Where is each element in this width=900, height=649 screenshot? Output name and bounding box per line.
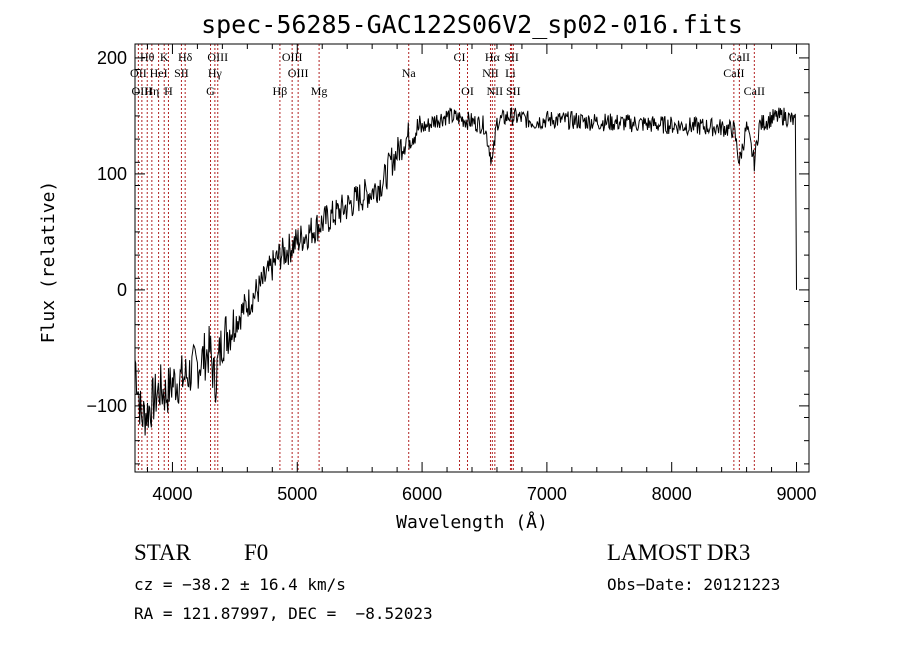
y-tick-label: 200 — [97, 48, 127, 68]
y-tick-label: −100 — [86, 396, 127, 416]
x-tick-label: 4000 — [152, 484, 192, 504]
spectral-line-label: OIII — [132, 84, 153, 98]
spectral-line-label: G — [206, 84, 215, 98]
spectral-line-label: OIII — [207, 50, 228, 64]
spectral-line-label: OIII — [282, 50, 303, 64]
spectral-line-label: Hθ — [140, 50, 155, 64]
flux-series-line — [134, 107, 797, 436]
plot-frame — [134, 43, 810, 473]
spectral-line-label: CaII — [723, 66, 744, 80]
x-tick-label: 6000 — [402, 484, 442, 504]
x-tick-label: 9000 — [776, 484, 816, 504]
axes: 4000 5000 6000 7000 8000 9000 −100 0 100 200 — [86, 43, 817, 504]
spectral-line-label: OII — [130, 66, 147, 80]
spectral-line-label: NII — [482, 66, 499, 80]
spectral-line-label: SII — [506, 84, 521, 98]
spectral-line-label: Hη — [144, 84, 159, 98]
redshift-velocity: cz = −38.2 ± 16.4 km/s — [134, 575, 346, 594]
spectral-line-label: Na — [402, 66, 417, 80]
spectral-line-label: H — [164, 84, 173, 98]
spectral-lines — [137, 44, 755, 472]
series-layer — [134, 107, 797, 436]
spectral-line-label: OIII — [288, 66, 309, 80]
object-class: STAR — [134, 540, 191, 565]
chart-title: spec-56285-GAC122S06V2_sp02-016.fits — [201, 10, 743, 39]
spectral-line-label: Hα — [485, 50, 501, 64]
spectral-line-label: SII — [504, 50, 519, 64]
spectral-line-label: Hβ — [273, 84, 288, 98]
spectral-line-label: SII — [174, 66, 189, 80]
spectral-line-label: Mg — [311, 84, 328, 98]
y-axis-label: Flux (relative) — [38, 181, 59, 344]
x-tick-label: 7000 — [527, 484, 567, 504]
spectral-line-label: CI — [454, 50, 466, 64]
spectral-line-label: CaII — [729, 50, 750, 64]
spectral-line-label: Li — [505, 66, 516, 80]
x-tick-label: 8000 — [652, 484, 692, 504]
spectrum-chart: spec-56285-GAC122S06V2_sp02-016.fits 400… — [38, 10, 817, 533]
coordinates: RA = 121.87997, DEC = −8.52023 — [134, 604, 433, 623]
y-tick-label: 0 — [117, 280, 127, 300]
survey-name: LAMOST DR3 — [607, 540, 751, 565]
spectral-line-label: Hγ — [208, 66, 223, 80]
spectral-line-label: Hδ — [178, 50, 193, 64]
spectral-line-label: HeI — [150, 66, 168, 80]
object-subclass: F0 — [244, 540, 269, 565]
spectral-line-label: NII — [487, 84, 504, 98]
observation-date: Obs−Date: 20121223 — [607, 575, 781, 594]
spectral-line-label: OI — [461, 84, 474, 98]
y-tick-label: 100 — [97, 164, 127, 184]
x-axis-label: Wavelength (Å) — [396, 511, 548, 533]
spectral-line-label: K — [160, 50, 169, 64]
spectral-line-label: CaII — [744, 84, 765, 98]
x-tick-label: 5000 — [277, 484, 317, 504]
